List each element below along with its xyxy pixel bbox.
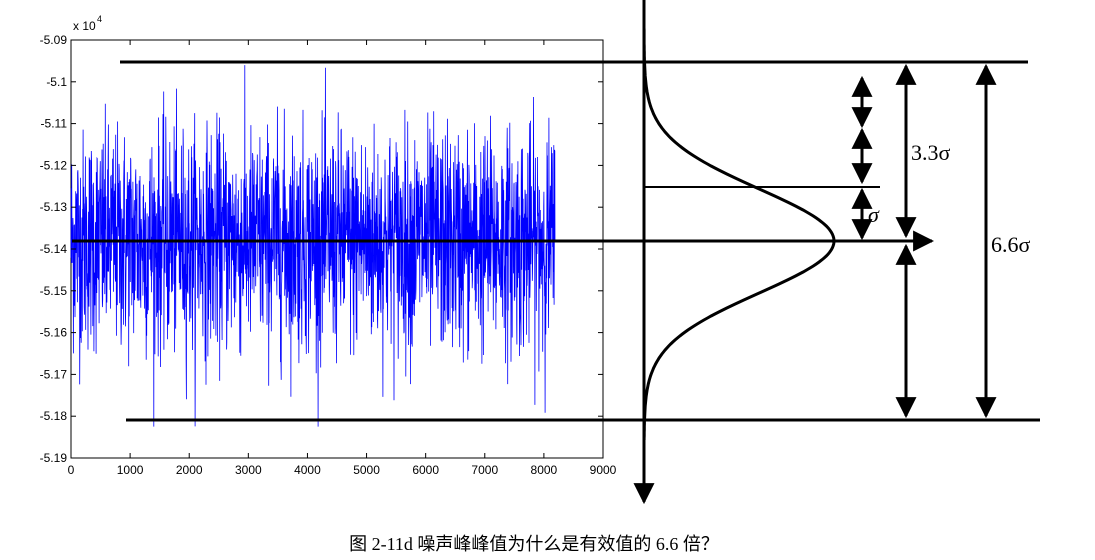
- x-tick-label: 7000: [471, 463, 498, 477]
- y-axis-ticks: -5.09 -5.1 -5.11 -5.12 -5.13 -5.14 -5.15 -5.16 -…: [40, 33, 603, 465]
- y-tick-label: -5.1: [46, 75, 67, 89]
- x-tick-label: 6000: [412, 463, 439, 477]
- signal-series-line: [70, 65, 556, 427]
- y-tick-label: -5.16: [40, 326, 68, 340]
- y-tick-label: -5.19: [40, 451, 68, 465]
- x-tick-label: 3000: [235, 463, 262, 477]
- y-tick-label: -5.09: [40, 33, 68, 47]
- y-multiplier-exponent: 4: [97, 14, 102, 24]
- y-tick-label: -5.18: [40, 409, 68, 423]
- x-tick-label: 4000: [294, 463, 321, 477]
- x-tick-label: 5000: [353, 463, 380, 477]
- x-tick-label: 1000: [117, 463, 144, 477]
- x-axis-ticks: 0 1000 2000 3000 4000 5000 6000 7000 8000 9000: [68, 40, 617, 477]
- three-three-sigma-label: 3.3σ: [911, 140, 951, 165]
- y-tick-label: -5.15: [40, 284, 68, 298]
- figure-caption: 图 2-11d 噪声峰峰值为什么是有效值的 6.6 倍？: [349, 534, 719, 554]
- x-tick-label: 2000: [176, 463, 203, 477]
- x-tick-label: 9000: [590, 463, 617, 477]
- x-tick-label: 8000: [531, 463, 558, 477]
- y-tick-label: -5.11: [41, 117, 68, 131]
- x-tick-label: 0: [68, 463, 75, 477]
- y-tick-label: -5.13: [40, 200, 68, 214]
- y-multiplier-label: x 10: [73, 19, 96, 33]
- sigma-label: σ: [868, 202, 880, 227]
- y-tick-label: -5.14: [40, 242, 68, 256]
- y-tick-label: -5.17: [40, 367, 68, 381]
- gaussian-curve: [642, 0, 836, 440]
- y-tick-label: -5.12: [40, 158, 68, 172]
- six-six-sigma-label: 6.6σ: [991, 232, 1031, 257]
